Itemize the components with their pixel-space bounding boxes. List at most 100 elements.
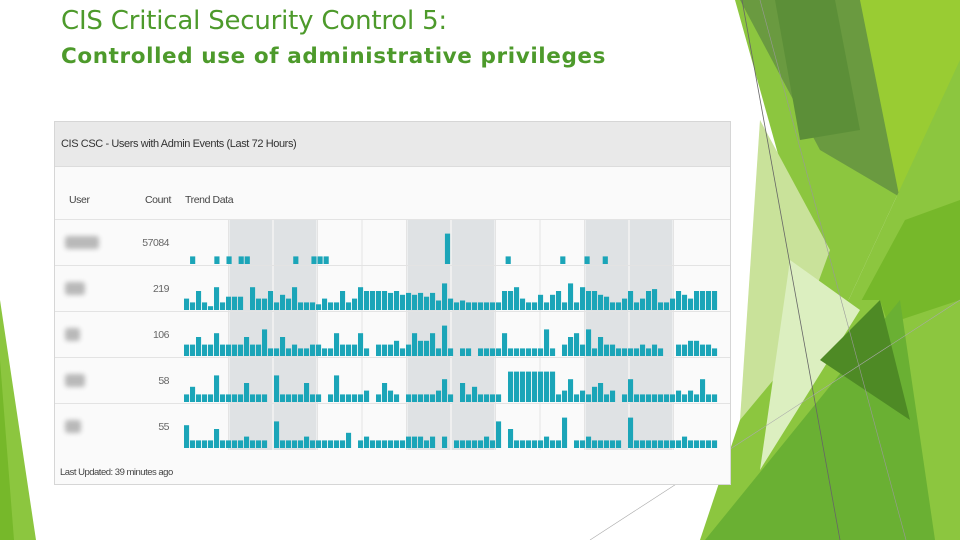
trend-bar: [244, 383, 250, 402]
trend-bar: [574, 302, 580, 310]
trend-sparkline: [184, 266, 718, 312]
trend-bar: [202, 440, 208, 448]
trend-bar: [688, 390, 694, 402]
trend-bar: [706, 291, 712, 310]
trend-bar: [328, 440, 334, 448]
trend-bar: [190, 386, 196, 402]
trend-bar: [376, 344, 382, 356]
trend-bar: [484, 302, 490, 310]
trend-bar: [628, 417, 634, 448]
trend-bar: [460, 348, 466, 356]
trend-bar: [676, 291, 682, 310]
trend-bar: [658, 394, 664, 402]
column-header-count[interactable]: Count: [145, 194, 172, 206]
trend-bar: [682, 394, 688, 402]
trend-bar: [586, 329, 592, 356]
trend-sparkline: [184, 404, 718, 450]
trend-bar: [388, 344, 394, 356]
trend-bar: [292, 440, 298, 448]
trend-bar: [676, 440, 682, 448]
trend-bar: [388, 292, 394, 310]
trend-bar: [526, 348, 532, 356]
user-name-redacted: [65, 328, 80, 341]
trend-bar: [688, 440, 694, 448]
trend-bar: [394, 340, 400, 356]
trend-bar: [274, 348, 280, 356]
trend-bar: [358, 394, 364, 402]
trend-bar: [292, 394, 298, 402]
trend-bar: [688, 340, 694, 356]
trend-bar: [412, 333, 418, 356]
trend-bar: [454, 440, 460, 448]
count-value: 106: [152, 329, 170, 341]
trend-bar: [220, 394, 226, 402]
trend-bar: [358, 440, 364, 448]
trend-bar: [286, 298, 292, 310]
trend-bar: [574, 440, 580, 448]
trend-bar: [556, 291, 562, 310]
trend-bar: [214, 287, 220, 310]
trend-bar: [400, 348, 406, 356]
trend-bar: [574, 394, 580, 402]
trend-bar: [598, 383, 604, 402]
column-header-trend[interactable]: Trend Data: [185, 194, 234, 206]
trend-bar: [316, 440, 322, 448]
trend-bar: [334, 333, 340, 356]
trend-bar: [304, 302, 310, 310]
trend-bar: [424, 440, 430, 448]
table-row[interactable]: 55: [55, 403, 730, 450]
trend-bar: [208, 440, 214, 448]
trend-bar: [466, 348, 472, 356]
trend-bar: [208, 344, 214, 356]
trend-bar: [424, 296, 430, 310]
user-name-redacted: [65, 420, 81, 433]
trend-bar: [508, 371, 514, 402]
trend-bar: [298, 348, 304, 356]
last-updated-text: Last Updated: 39 minutes ago: [60, 467, 173, 478]
trend-bar: [670, 394, 676, 402]
trend-bar: [412, 436, 418, 448]
table-row[interactable]: 219: [55, 265, 730, 312]
trend-bar: [311, 256, 317, 264]
trend-sparkline: [184, 312, 718, 358]
trend-bar: [484, 394, 490, 402]
count-value: 57084: [142, 237, 169, 249]
trend-bar: [256, 298, 262, 310]
trend-bar: [640, 440, 646, 448]
count-value: 55: [158, 421, 169, 433]
trend-bar: [418, 340, 424, 356]
trend-bar: [364, 348, 370, 356]
trend-bar: [190, 256, 196, 264]
trend-bar: [646, 291, 652, 310]
trend-bar: [640, 394, 646, 402]
trend-bar: [202, 302, 208, 310]
count-value: 219: [152, 283, 170, 295]
trend-bar: [694, 291, 700, 310]
trend-bar: [406, 436, 412, 448]
trend-bar: [358, 287, 364, 310]
trend-bar: [508, 291, 514, 310]
trend-bar: [562, 344, 568, 356]
trend-bar: [526, 440, 532, 448]
trend-bar: [430, 394, 436, 402]
trend-bar: [568, 337, 574, 356]
user-name-redacted: [65, 374, 85, 387]
trend-bar: [304, 383, 310, 402]
trend-bar: [694, 440, 700, 448]
trend-bar: [394, 394, 400, 402]
trend-bar: [602, 256, 608, 264]
table-row[interactable]: 58: [55, 357, 730, 404]
trend-bar: [316, 394, 322, 402]
trend-bar: [214, 256, 220, 264]
table-row[interactable]: 106: [55, 311, 730, 358]
trend-bar: [364, 436, 370, 448]
trend-bar: [346, 344, 352, 356]
trend-bar: [334, 375, 340, 402]
table-row[interactable]: 57084: [55, 219, 730, 266]
trend-bar: [520, 371, 526, 402]
trend-bar: [466, 440, 472, 448]
trend-bar: [286, 394, 292, 402]
column-header-user[interactable]: User: [69, 194, 90, 206]
trend-bar: [700, 379, 706, 402]
trend-bar: [520, 440, 526, 448]
